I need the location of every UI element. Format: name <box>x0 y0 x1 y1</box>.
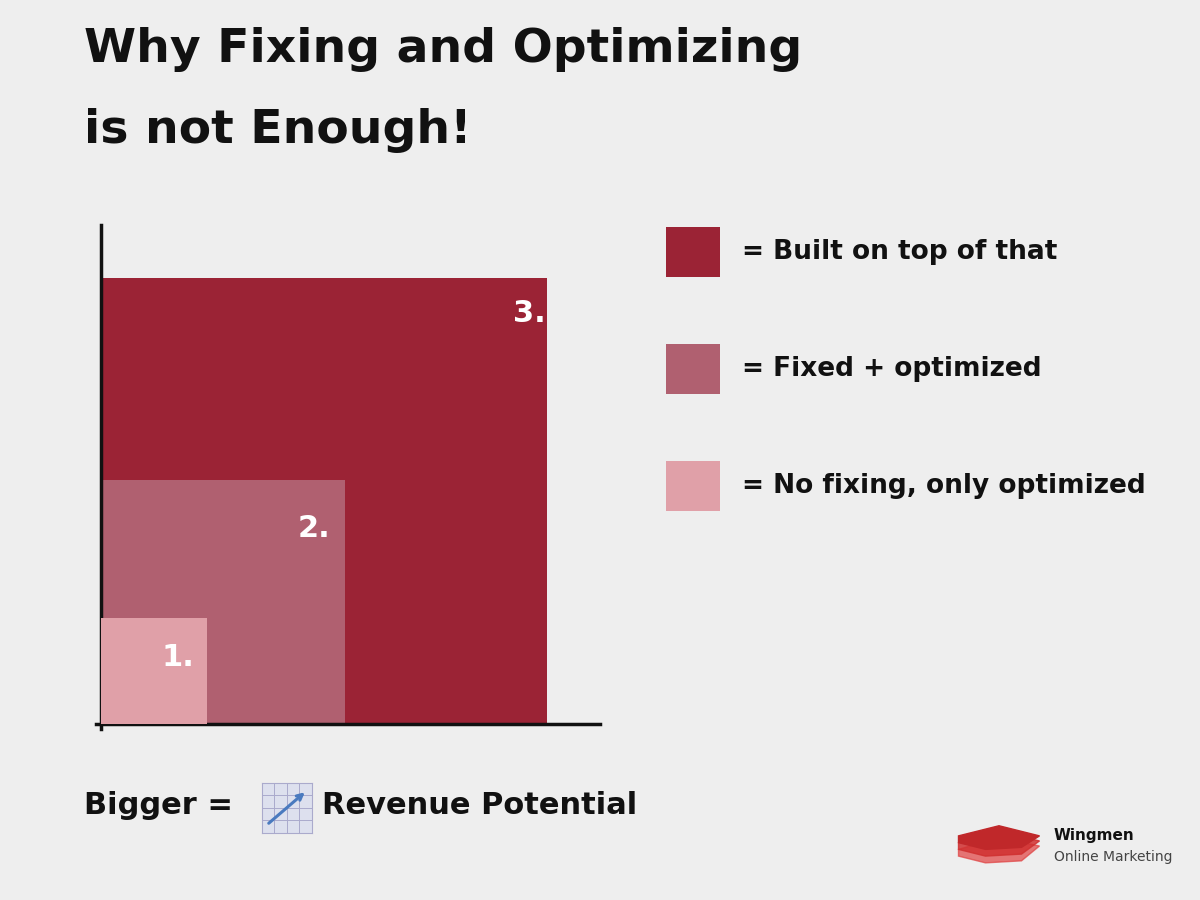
Text: Revenue Potential: Revenue Potential <box>322 791 637 820</box>
Text: = Fixed + optimized: = Fixed + optimized <box>742 356 1042 382</box>
Polygon shape <box>959 832 1039 856</box>
Polygon shape <box>959 826 1039 850</box>
Text: = Built on top of that: = Built on top of that <box>742 239 1057 265</box>
Text: is not Enough!: is not Enough! <box>84 108 472 153</box>
Polygon shape <box>959 838 1039 863</box>
Bar <box>101 278 547 724</box>
Text: Bigger =: Bigger = <box>84 791 233 820</box>
Text: Why Fixing and Optimizing: Why Fixing and Optimizing <box>84 27 803 72</box>
Text: 3.: 3. <box>512 299 546 328</box>
Bar <box>101 480 346 724</box>
Bar <box>101 617 208 724</box>
Text: = No fixing, only optimized: = No fixing, only optimized <box>742 473 1145 499</box>
Text: 1.: 1. <box>161 644 194 672</box>
Text: Online Marketing: Online Marketing <box>1054 850 1172 864</box>
Text: 2.: 2. <box>298 514 330 543</box>
Text: Wingmen: Wingmen <box>1054 828 1134 842</box>
